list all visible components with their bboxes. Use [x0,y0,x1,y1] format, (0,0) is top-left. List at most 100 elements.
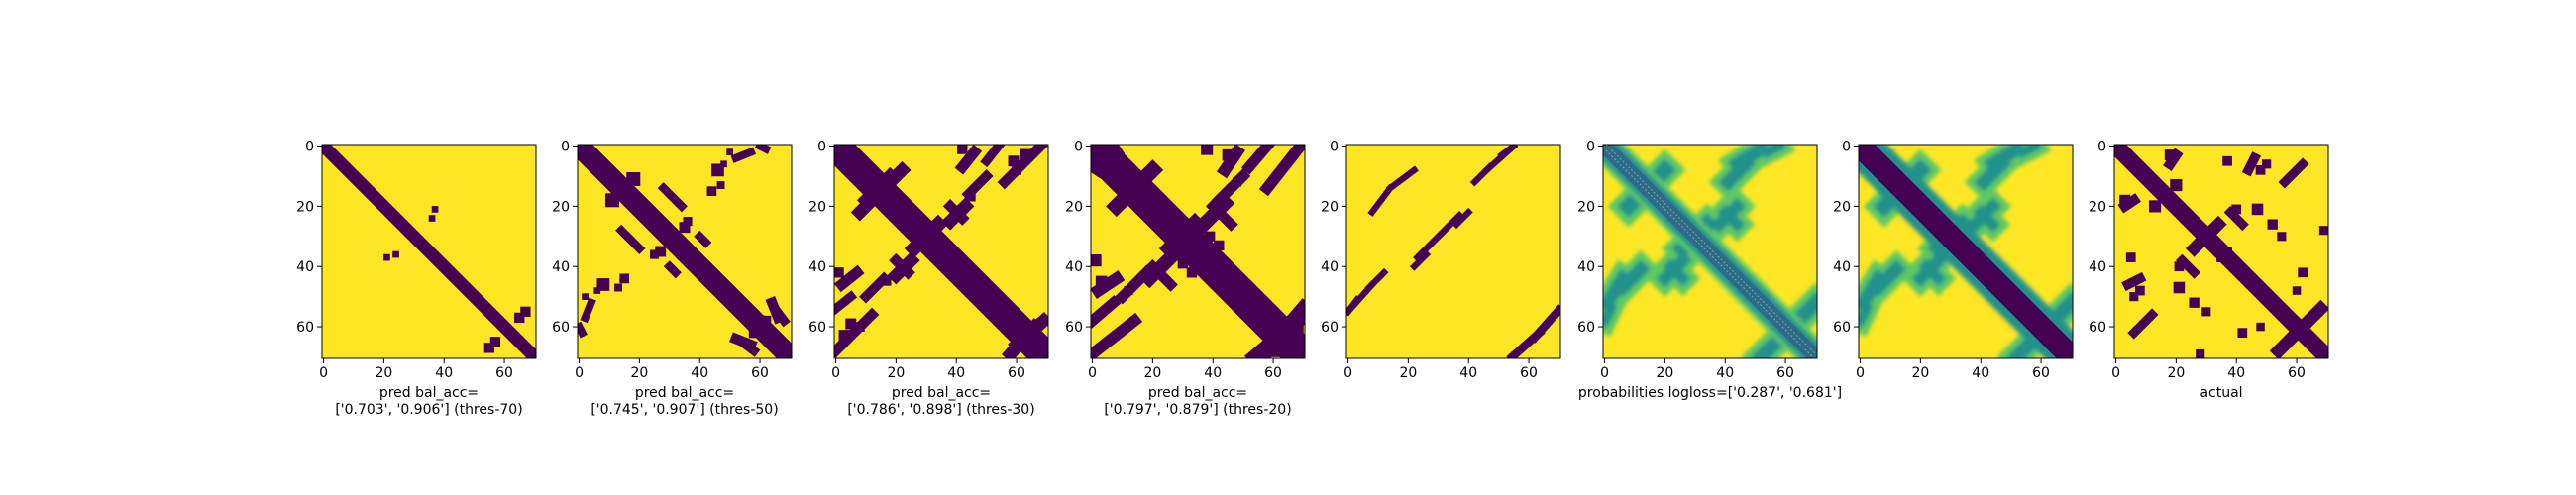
contact-blob-mirror [679,222,691,234]
contact-segment-mirror [2269,318,2312,358]
x-tick-label: 20 [1399,365,1417,381]
diagonal-band [1603,145,1817,358]
contact-segment [1385,165,1419,193]
contact-segment-mirror [1663,258,1691,287]
y-tick-label: 20 [808,199,826,215]
y-tick-label: 40 [1577,259,1595,275]
heatmap-image [322,145,536,358]
axes-frame [1602,144,1818,359]
contact-segment [850,191,882,222]
heatmap-image [1091,145,1305,358]
x-tick-label: 20 [630,365,648,381]
x-tick-label: 60 [495,365,513,381]
y-tick-label: 60 [1321,320,1339,336]
y-tick-label: 20 [2089,199,2106,215]
contact-blob-mirror [2201,307,2211,317]
x-tick-label: 60 [1008,365,1025,381]
contact-blob [2255,164,2266,175]
contact-blob-mirror [2134,285,2145,296]
contact-segment [2223,205,2249,232]
diagonal-band [2114,145,2328,358]
contact-blob [1012,164,1021,175]
y-tick-label: 0 [2097,140,2106,155]
contact-blob [2318,226,2328,236]
x-axis-label-line2: ['0.786', '0.898'] (thres-30) [847,402,1034,418]
contact-segment-mirror [2186,216,2227,257]
contact-segment [1364,267,1389,293]
contact-segment [1409,249,1432,271]
heatmap-panel-probabilities: 0 20 40 60 0 20 40 60 probabilities logloss=['0.… [1577,140,1842,401]
contact-blob [1222,148,1234,161]
contact-segment [1346,295,1362,317]
contact-blob-mirror [2170,178,2183,192]
heatmap-image [578,145,792,358]
contact-segment [1973,204,2001,233]
contact-blob [1204,231,1216,242]
contact-blob [2174,261,2185,272]
x-tick-label: 60 [1776,365,1794,381]
contact-segment-mirror [754,145,772,154]
contact-blob-mirror [854,322,865,332]
contact-blob-mirror [1091,254,1102,267]
heatmap-image [1346,145,1560,358]
contact-blob [1214,240,1225,251]
x-tick-label: 40 [1972,365,1989,381]
x-axis-label-line2: ['0.797', '0.879'] (thres-20) [1104,402,1291,418]
contact-segment-mirror [2241,151,2261,177]
heatmap-panel-probabilities-2: 0 20 40 60 0 20 40 60 [1833,140,2074,381]
contact-blob-mirror [428,215,436,222]
y-tick-label: 0 [817,140,826,155]
contact-segment-mirror [1451,207,1473,230]
contact-segment [834,264,865,293]
contact-blob [2292,286,2302,295]
contact-blob [2267,219,2278,230]
contact-blob [514,312,525,324]
contact-blob-mirror [2231,204,2242,215]
contact-blob [1201,145,1214,155]
axes-frame [321,144,537,359]
x-tick-label: 20 [1143,365,1161,381]
y-tick-label: 60 [1065,320,1083,336]
y-tick-label: 0 [1842,140,1851,155]
x-tick-label: 20 [1656,365,1673,381]
contact-blob-mirror [2216,252,2226,262]
y-tick-label: 60 [296,320,314,336]
contact-blob [1008,155,1020,167]
x-tick-label: 20 [2167,365,2185,381]
contact-blob-mirror [1023,343,1034,353]
x-tick-label: 60 [1264,365,1282,381]
axes-frame [1345,144,1561,359]
x-tick-label: 40 [2227,365,2245,381]
x-tick-label: 0 [319,365,328,381]
x-tick-label: 0 [831,365,840,381]
contact-segment-mirror [1918,258,1947,287]
x-tick-label: 0 [1343,365,1352,381]
contact-blob [2262,159,2272,169]
x-tick-label: 40 [1204,365,1222,381]
contact-segment [1205,199,1238,232]
contact-blob [726,148,733,155]
heatmap-panel-pred-thres-70: 0 20 40 60 0 20 40 60 pred bal_acc=['0.703', '0.… [296,140,537,418]
x-tick-label: 20 [887,365,905,381]
diagonal-texture [1605,145,1817,356]
contact-blob-mirror [967,192,976,202]
x-axis-label-line1: probabilities logloss=['0.287', '0.681'] [1578,385,1842,401]
contact-segment-mirror [1145,258,1178,292]
contact-segment-mirror [1240,145,1275,175]
contact-blob [2173,281,2186,294]
y-tick-label: 20 [1833,199,1851,215]
x-tick-label: 60 [2032,365,2050,381]
contact-blob-mirror [1095,275,1108,288]
diagonal-band [578,145,792,358]
contact-segment-mirror [1412,223,1452,262]
contact-blob-mirror [2189,297,2200,308]
x-axis-label-line1: pred bal_acc= [1148,385,1247,401]
y-tick-label: 60 [552,320,570,336]
contact-segment-mirror [1718,153,1757,192]
contact-blob [882,277,892,286]
contact-blob-mirror [2196,348,2205,358]
contact-blob-mirror [593,287,601,294]
contact-blob [1032,334,1043,345]
contact-segment-mirror [1506,328,1543,358]
